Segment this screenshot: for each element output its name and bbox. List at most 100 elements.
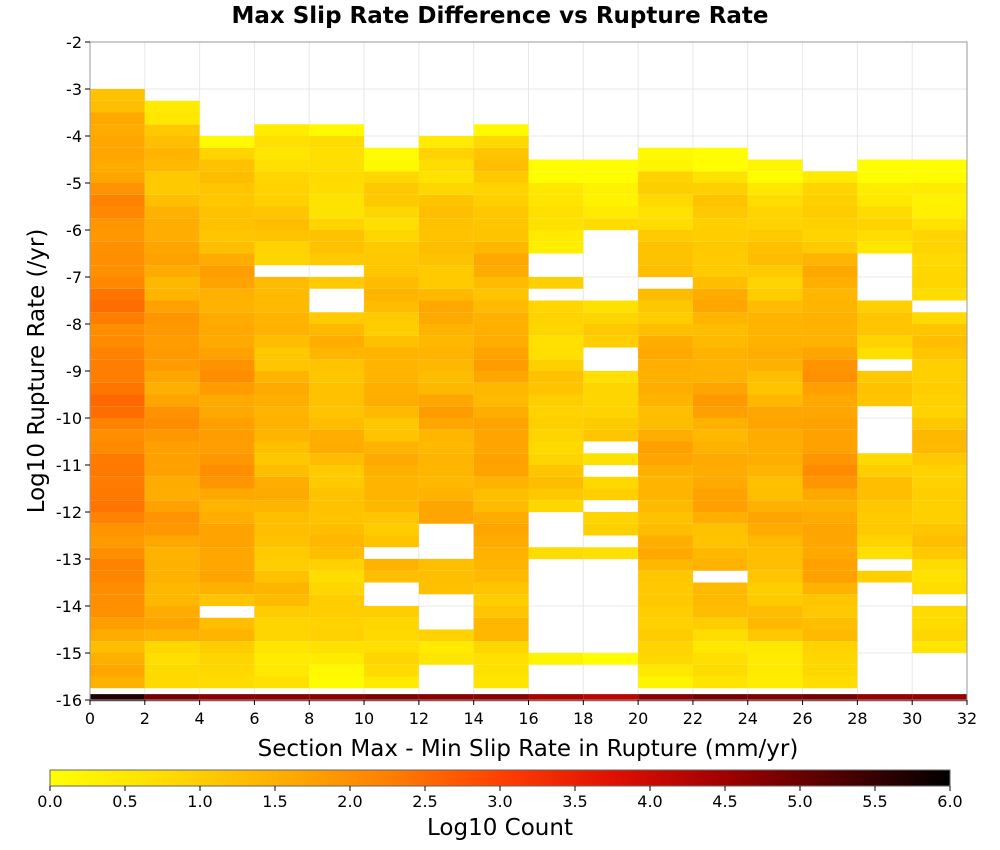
heatmap-cell: [309, 441, 365, 454]
heatmap-cell: [144, 382, 200, 395]
heatmap-cell: [528, 359, 584, 371]
heatmap-cell: [418, 300, 474, 313]
heatmap-cell: [418, 418, 474, 430]
heatmap-cell: [199, 629, 255, 642]
heatmap-cell-bottom-row: [90, 694, 145, 702]
heatmap-cell: [90, 465, 145, 477]
heatmap-cell: [254, 453, 310, 465]
heatmap-cell: [802, 312, 858, 324]
heatmap-cell: [912, 617, 967, 630]
heatmap-cell: [364, 617, 419, 630]
heatmap-cell: [912, 606, 967, 618]
heatmap-cell: [418, 406, 474, 418]
heatmap-cell: [199, 347, 255, 360]
heatmap-cell: [309, 335, 365, 348]
heatmap-cell: [144, 641, 200, 653]
y-tick-label: -7: [66, 268, 82, 287]
heatmap-cell: [802, 547, 858, 559]
heatmap-cell: [144, 512, 200, 524]
heatmap-cell: [199, 147, 255, 160]
heatmap-cell: [583, 324, 639, 336]
heatmap-cell: [309, 606, 365, 618]
heatmap-cell: [473, 359, 529, 371]
heatmap-cell: [747, 606, 803, 618]
heatmap-cell: [638, 406, 693, 418]
heatmap-cell: [254, 136, 310, 148]
heatmap-cell: [912, 394, 967, 407]
heatmap-cell: [418, 476, 474, 489]
heatmap-cell: [857, 241, 913, 254]
heatmap-cell: [473, 347, 529, 360]
heatmap-cell: [90, 124, 145, 136]
heatmap-cell: [309, 500, 365, 512]
heatmap-cell: [747, 641, 803, 653]
x-tick-label: 10: [354, 709, 374, 728]
heatmap-cell: [90, 570, 145, 583]
heatmap-cell: [747, 476, 803, 489]
heatmap-cell: [90, 183, 145, 195]
heatmap-cell: [473, 265, 529, 277]
heatmap-cell: [638, 206, 693, 219]
heatmap-cell: [473, 324, 529, 336]
heatmap-cell: [638, 653, 693, 665]
heatmap-cell: [583, 512, 639, 524]
heatmap-cell: [747, 594, 803, 606]
heatmap-cell: [473, 594, 529, 606]
heatmap-cell: [364, 629, 419, 642]
heatmap-cell: [254, 559, 310, 571]
heatmap-cell: [802, 218, 858, 230]
heatmap-cell: [912, 418, 967, 430]
heatmap-cell-bottom-row: [199, 694, 255, 702]
heatmap-cell: [857, 547, 913, 559]
heatmap-cell: [364, 441, 419, 454]
heatmap-cell: [747, 429, 803, 442]
heatmap-cell-bottom-row: [692, 694, 748, 702]
heatmap-cell: [199, 418, 255, 430]
colorbar-tick-label: 4.5: [712, 792, 737, 811]
heatmap-cell: [857, 206, 913, 219]
x-tick-label: 16: [518, 709, 538, 728]
heatmap-cell: [254, 418, 310, 430]
heatmap-cell: [199, 406, 255, 418]
heatmap-cell: [254, 124, 310, 136]
heatmap-cell: [364, 559, 419, 571]
heatmap-cell: [747, 582, 803, 595]
heatmap-cell: [802, 206, 858, 219]
heatmap-cell: [199, 171, 255, 183]
heatmap-cell: [692, 312, 748, 324]
y-tick-label: -8: [66, 315, 82, 334]
heatmap-cell: [473, 488, 529, 501]
heatmap-cell: [583, 453, 639, 465]
heatmap-cell: [364, 465, 419, 477]
heatmap-cell: [309, 429, 365, 442]
heatmap-cell: [418, 570, 474, 583]
y-tick-label: -9: [66, 362, 82, 381]
heatmap-cell: [254, 570, 310, 583]
heatmap-cell: [802, 253, 858, 266]
heatmap-cell: [747, 288, 803, 301]
heatmap-cell: [583, 194, 639, 207]
heatmap-cell: [692, 559, 748, 571]
heatmap-cell: [90, 230, 145, 242]
heatmap-cell: [912, 453, 967, 465]
heatmap-cell: [199, 265, 255, 277]
heatmap-cell: [144, 100, 200, 113]
heatmap-cell: [418, 206, 474, 219]
heatmap-cell: [90, 535, 145, 548]
heatmap-cell: [747, 171, 803, 183]
heatmap-cell: [747, 382, 803, 395]
heatmap-cell: [364, 183, 419, 195]
heatmap-cell: [309, 547, 365, 559]
x-axis-ticks: 0 2 4 6 8 10 12 14 16 18 20 22 24 26 28 30 32: [85, 700, 977, 728]
y-axis-title: Log10 Rupture Rate (/yr): [24, 229, 50, 514]
heatmap-cell: [638, 465, 693, 477]
heatmap-cell-bottom-row: [364, 694, 419, 702]
heatmap-cell: [912, 570, 967, 583]
heatmap-cell: [199, 465, 255, 477]
heatmap-cell: [638, 218, 693, 230]
heatmap-cell: [747, 183, 803, 195]
heatmap-cell: [473, 523, 529, 536]
heatmap-cell: [199, 429, 255, 442]
heatmap-cell: [692, 406, 748, 418]
heatmap-cell: [583, 406, 639, 418]
